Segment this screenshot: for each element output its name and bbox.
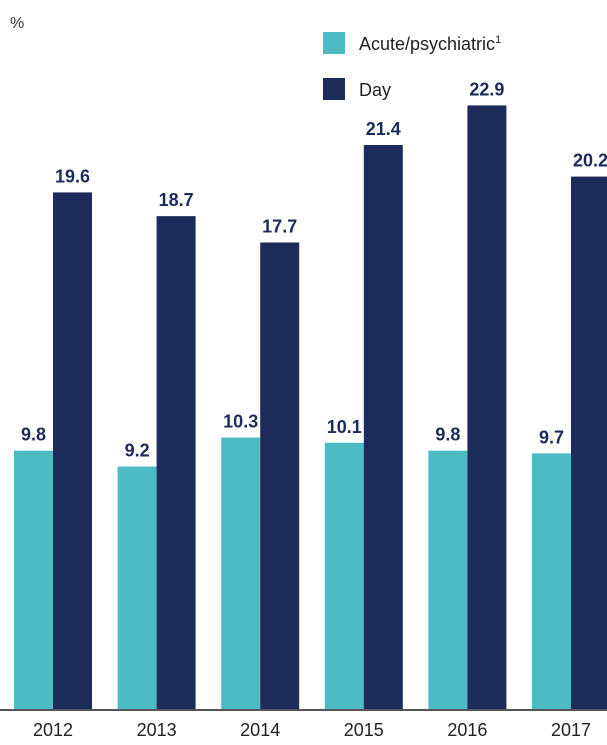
x-tick-label-2012: 2012 [33, 720, 73, 740]
x-axis-ticks-group: 2012 2013 2014 2015 2016 2017 [33, 720, 591, 740]
data-label-acute-2014: 10.3 [223, 412, 258, 432]
bar-day-2017 [571, 176, 607, 710]
x-tick-label-2014: 2014 [240, 720, 280, 740]
data-labels-group: 9.8 19.6 9.2 18.7 10.3 17.7 10.1 21.4 9.8 22.9 9.7… [21, 79, 607, 460]
legend-footnote-marker: 1 [495, 34, 501, 46]
bar-day-2014 [260, 242, 300, 709]
bar-day-2013 [156, 216, 196, 709]
data-label-day-2015: 21.4 [366, 119, 401, 139]
legend-label-day: Day [359, 80, 391, 100]
bar-acute-2012 [14, 450, 53, 709]
data-label-acute-2013: 9.2 [125, 441, 150, 461]
legend-label-acute: Acute/psychiatric1 [359, 34, 501, 54]
data-label-day-2016: 22.9 [469, 79, 504, 99]
legend-swatch-acute [323, 32, 345, 54]
x-tick-label-2016: 2016 [447, 720, 487, 740]
x-tick-label-2015: 2015 [344, 720, 384, 740]
x-tick-label-2017: 2017 [551, 720, 591, 740]
legend-swatch-day [323, 78, 345, 100]
bar-day-2015 [363, 144, 403, 709]
data-label-acute-2016: 9.8 [435, 425, 460, 445]
bar-day-2012 [53, 192, 92, 709]
data-label-day-2012: 19.6 [55, 166, 90, 186]
bar-acute-2013 [117, 466, 157, 709]
bar-acute-2015 [324, 442, 364, 709]
legend: Acute/psychiatric1 Day [323, 32, 501, 100]
data-label-day-2013: 18.7 [159, 190, 194, 210]
x-tick-label-2013: 2013 [137, 720, 177, 740]
data-label-day-2014: 17.7 [262, 216, 297, 236]
bar-acute-2016 [428, 450, 468, 709]
bars-group [14, 105, 607, 710]
data-label-day-2017: 20.2 [573, 151, 607, 171]
y-axis-unit-label: % [10, 15, 24, 32]
data-label-acute-2017: 9.7 [539, 427, 564, 447]
data-label-acute-2015: 10.1 [327, 417, 362, 437]
data-label-acute-2012: 9.8 [21, 425, 46, 445]
bar-acute-2017 [532, 453, 571, 709]
bar-acute-2014 [221, 437, 261, 709]
bar-day-2016 [467, 105, 507, 710]
